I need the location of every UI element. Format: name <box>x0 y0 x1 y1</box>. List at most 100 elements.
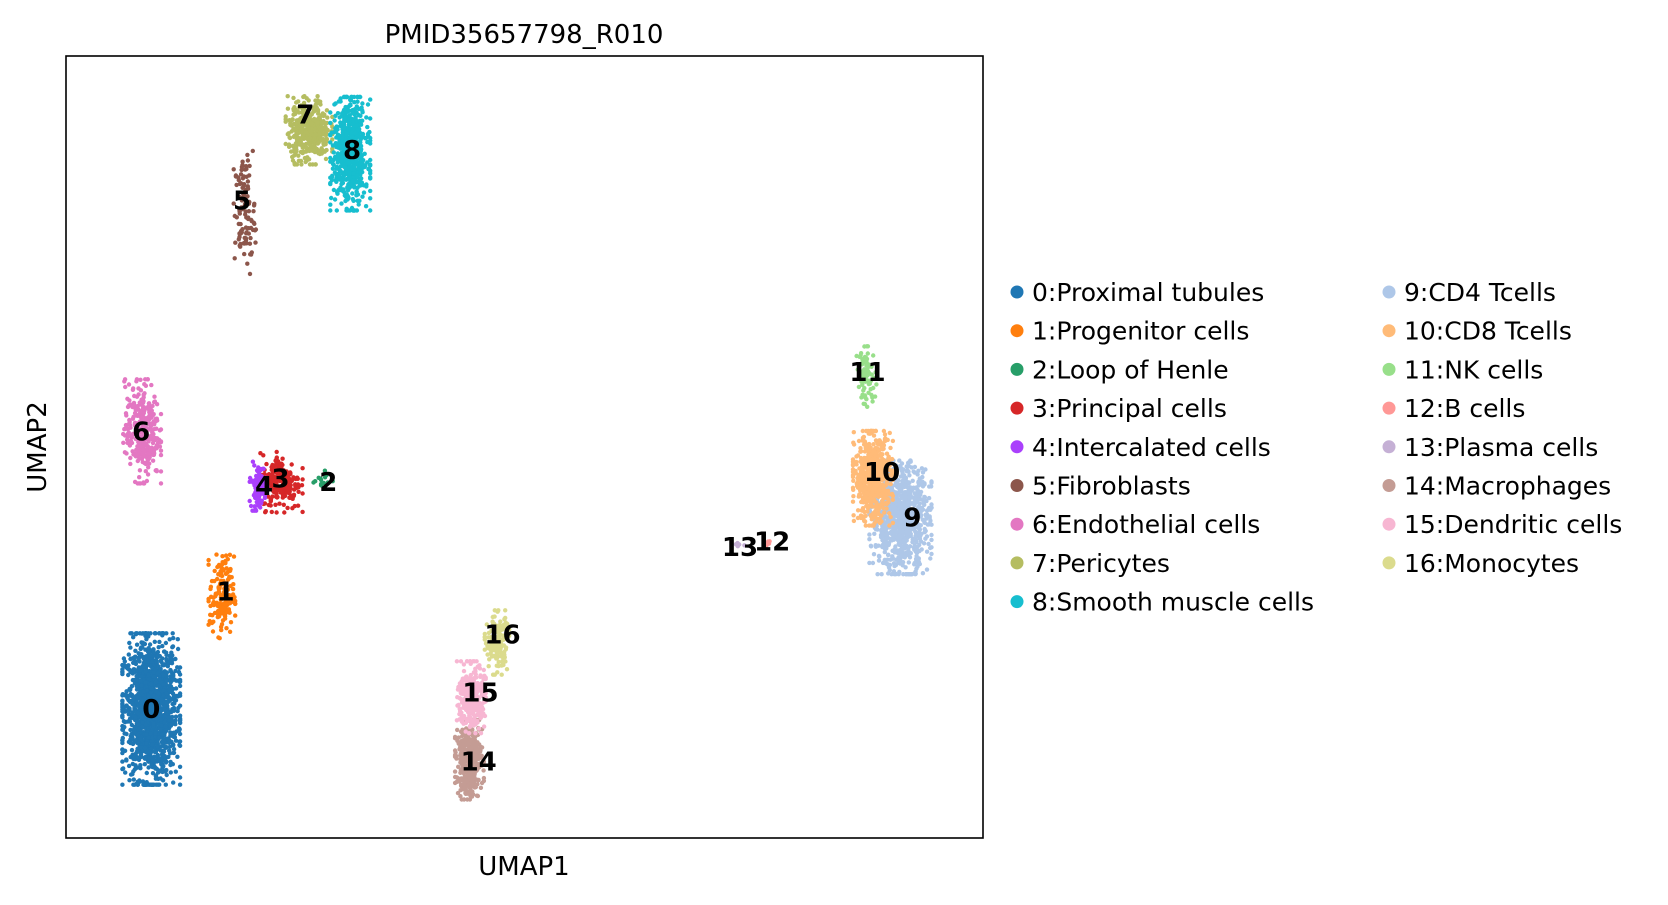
data-point <box>148 731 153 736</box>
data-point <box>296 489 301 494</box>
data-point <box>888 445 893 451</box>
data-point <box>247 498 252 504</box>
data-point <box>893 548 899 553</box>
data-point <box>164 656 169 662</box>
data-point <box>146 646 151 651</box>
data-point <box>238 241 243 247</box>
data-point <box>162 754 168 759</box>
data-point <box>120 723 125 729</box>
data-point <box>175 754 180 759</box>
data-point <box>163 759 169 764</box>
data-point <box>152 394 157 399</box>
data-point <box>351 171 356 176</box>
data-point <box>160 662 165 668</box>
data-point <box>324 108 330 113</box>
data-point <box>896 522 901 527</box>
data-point <box>274 488 279 494</box>
data-point <box>257 473 263 478</box>
data-point <box>236 177 241 183</box>
data-point <box>163 782 168 787</box>
data-point <box>123 384 128 390</box>
data-point <box>150 757 156 763</box>
data-point <box>137 412 142 417</box>
data-point <box>177 782 183 787</box>
data-point <box>293 107 298 112</box>
data-point <box>128 656 133 662</box>
data-point <box>155 706 161 711</box>
data-point <box>237 194 242 200</box>
data-point <box>292 487 297 492</box>
data-point <box>882 549 887 555</box>
data-point <box>136 722 142 727</box>
data-point <box>296 158 302 163</box>
data-point <box>872 515 878 520</box>
data-point <box>144 433 150 438</box>
data-point <box>912 543 917 548</box>
data-point <box>122 379 127 384</box>
data-point <box>146 765 151 770</box>
data-point <box>880 452 885 457</box>
data-point <box>129 440 135 446</box>
data-point <box>334 208 339 213</box>
data-point <box>886 552 891 557</box>
data-point <box>146 713 151 718</box>
data-point <box>167 737 172 743</box>
data-point <box>239 164 245 170</box>
data-point <box>177 731 183 737</box>
data-point <box>120 759 125 764</box>
data-point <box>141 392 146 397</box>
data-point <box>268 473 273 479</box>
data-point <box>133 407 138 412</box>
data-point <box>122 450 128 455</box>
data-point <box>132 704 137 709</box>
data-point <box>910 478 915 483</box>
data-point <box>291 492 297 497</box>
data-point <box>881 532 886 537</box>
data-point <box>346 195 351 200</box>
data-point <box>246 209 252 214</box>
data-point <box>297 105 302 110</box>
data-point <box>164 691 169 696</box>
data-point <box>177 713 183 718</box>
data-point <box>325 115 330 120</box>
data-point <box>323 125 328 130</box>
data-point <box>150 716 156 721</box>
data-point <box>340 111 345 116</box>
data-point <box>871 552 877 557</box>
data-point <box>884 536 889 541</box>
data-point <box>217 636 222 641</box>
data-point <box>863 523 868 528</box>
data-point <box>368 116 373 121</box>
data-point <box>861 401 866 406</box>
data-point <box>928 545 933 551</box>
data-point <box>865 491 871 497</box>
data-point <box>876 543 881 548</box>
data-point <box>233 601 238 607</box>
data-point <box>147 749 152 754</box>
data-point <box>238 221 243 227</box>
data-point <box>135 710 141 716</box>
data-point <box>906 545 911 550</box>
data-point <box>177 720 183 726</box>
data-point <box>260 479 265 485</box>
data-point <box>153 419 158 424</box>
data-point <box>137 700 143 705</box>
data-point <box>153 731 158 736</box>
data-point <box>142 707 147 713</box>
data-point <box>277 478 282 484</box>
data-point <box>126 712 131 717</box>
data-point <box>124 689 129 694</box>
data-point <box>365 139 370 145</box>
data-point <box>368 196 373 201</box>
data-point <box>851 440 856 445</box>
data-point <box>146 451 151 456</box>
data-point <box>332 197 338 202</box>
data-point <box>224 566 229 571</box>
data-point <box>342 190 347 195</box>
data-point <box>361 190 367 195</box>
data-point <box>162 707 168 713</box>
data-point <box>150 704 155 710</box>
data-point <box>216 585 221 590</box>
cluster-points-5 <box>231 148 259 277</box>
data-point <box>285 132 290 137</box>
